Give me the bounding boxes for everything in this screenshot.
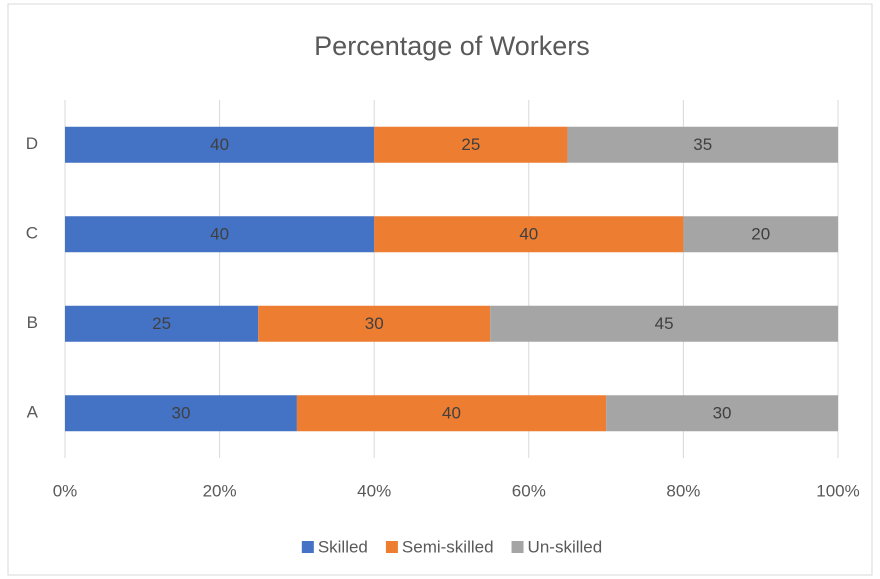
data-label: 40 <box>210 225 229 244</box>
data-label: 30 <box>713 404 732 423</box>
data-label: 25 <box>152 314 171 333</box>
bar-segment <box>683 216 838 253</box>
legend-label: Semi-skilled <box>402 537 494 556</box>
y-tick-label: D <box>26 134 38 153</box>
data-label: 40 <box>210 135 229 154</box>
x-tick-label: 40% <box>357 481 391 500</box>
data-label: 35 <box>693 135 712 154</box>
bar-segment <box>65 216 375 253</box>
bar-segment <box>490 305 838 342</box>
data-label: 30 <box>365 314 384 333</box>
bar-segment <box>65 305 259 342</box>
legend-label: Un-skilled <box>528 537 603 556</box>
bar-segment <box>65 126 375 163</box>
legend-swatch <box>301 541 314 553</box>
bar-segment <box>374 216 684 253</box>
x-tick-label: 0% <box>53 481 78 500</box>
legend-swatch <box>511 541 524 553</box>
x-tick-label: 80% <box>666 481 700 500</box>
y-tick-label: C <box>26 224 38 243</box>
x-tick-label: 60% <box>512 481 546 500</box>
x-tick-label: 100% <box>816 481 859 500</box>
bar-segment <box>258 305 491 342</box>
bar-segment <box>567 126 838 163</box>
bar-segment <box>296 395 607 432</box>
x-tick-label: 20% <box>203 481 237 500</box>
legend-swatch <box>385 541 398 553</box>
bar-segment <box>606 395 838 432</box>
data-label: 20 <box>751 225 770 244</box>
bar-segment <box>65 395 297 432</box>
data-label: 25 <box>461 135 480 154</box>
data-label: 40 <box>519 225 538 244</box>
bar-segment <box>374 126 568 163</box>
y-tick-label: B <box>27 313 38 332</box>
data-label: 30 <box>171 404 190 423</box>
chart-border <box>7 3 873 576</box>
y-tick-label: A <box>27 403 39 422</box>
data-label: 45 <box>655 314 674 333</box>
chart-title: Percentage of Workers <box>314 31 590 61</box>
legend-label: Skilled <box>318 537 368 556</box>
data-label: 40 <box>442 404 461 423</box>
